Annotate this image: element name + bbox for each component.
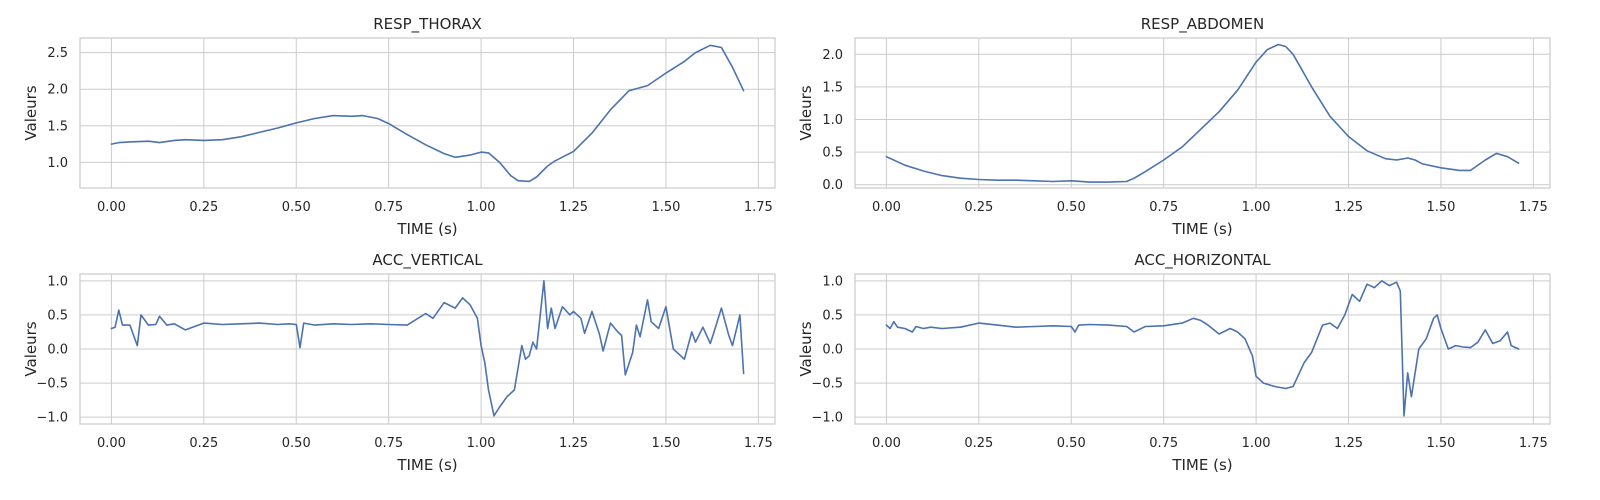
plot-frame [854,273,1551,425]
x-tick-label: 0.75 [374,200,403,215]
x-axis-label: TIME (s) [396,456,457,474]
x-tick-label: 1.25 [1334,200,1363,215]
panel-title: ACC_VERTICAL [372,251,483,270]
x-tick-label: 1.50 [651,200,680,215]
series-line [110,44,745,183]
x-tick-label: 1.50 [651,436,680,451]
x-tick-label: 1.75 [1519,436,1548,451]
x-tick-label: 0.50 [282,200,311,215]
y-tick-label: −1.0 [811,411,843,426]
y-tick-label: 1.5 [47,119,68,134]
y-tick-label: 0.5 [822,308,843,323]
y-tick-label: 2.0 [822,48,843,63]
x-tick-label: 0.25 [189,200,218,215]
y-tick-label: −0.5 [811,377,843,392]
x-tick-label: 1.75 [744,200,773,215]
y-tick-label: −1.0 [36,411,68,426]
y-axis-label: Valeurs [797,85,815,140]
plot-frame [854,37,1551,189]
tick-labels: 0.00 0.25 0.50 0.75 1.00 1.25 1.50 1.75 1.0 1.5 2.… [47,46,773,215]
panel-acc-vertical: ACC_VERTICAL TIME (s) Valeurs 0.00 0.25 0.… [22,251,776,474]
y-tick-label: 0.0 [822,178,843,193]
x-axis-label: TIME (s) [1171,220,1232,238]
panel-title: RESP_ABDOMEN [1141,15,1265,34]
panel-title: ACC_HORIZONTAL [1134,251,1271,270]
x-tick-label: 1.25 [559,436,588,451]
x-tick-label: 0.00 [872,200,901,215]
x-tick-label: 1.50 [1426,200,1455,215]
tick-labels: 0.00 0.25 0.50 0.75 1.00 1.25 1.50 1.75 −1.0 −0.5… [36,274,772,451]
series-line [885,43,1520,183]
plot-frame [79,37,776,189]
panel-acc-horizontal: ACC_HORIZONTAL TIME (s) Valeurs 0.00 0.25… [797,251,1551,474]
x-tick-label: 0.50 [1057,200,1086,215]
x-tick-label: 0.75 [374,436,403,451]
y-tick-label: 0.5 [822,146,843,161]
y-tick-label: −0.5 [36,377,68,392]
x-tick-label: 1.25 [1334,436,1363,451]
y-tick-label: 1.5 [822,80,843,95]
x-tick-label: 1.00 [1242,200,1271,215]
x-tick-label: 1.75 [744,436,773,451]
x-tick-label: 0.00 [97,200,126,215]
y-tick-label: 1.0 [47,274,68,289]
x-tick-label: 0.75 [1149,436,1178,451]
plot-frame [79,273,776,425]
y-tick-label: 1.0 [47,156,68,171]
x-tick-label: 0.00 [872,436,901,451]
x-tick-label: 0.00 [97,436,126,451]
y-tick-label: 2.5 [47,46,68,61]
y-tick-label: 2.0 [47,83,68,98]
series-line [110,280,745,417]
x-tick-label: 0.75 [1149,200,1178,215]
tick-labels: 0.00 0.25 0.50 0.75 1.00 1.25 1.50 1.75 −1.0 −0.5… [811,274,1547,451]
series-line [885,280,1520,417]
y-axis-label: Valeurs [22,85,40,140]
x-tick-label: 0.50 [282,436,311,451]
y-axis-label: Valeurs [797,321,815,376]
grid [855,274,1550,424]
x-tick-label: 1.00 [467,200,496,215]
x-axis-label: TIME (s) [1171,456,1232,474]
grid [80,274,775,424]
x-tick-label: 1.00 [467,436,496,451]
panel-resp-thorax: RESP_THORAX TIME (s) Valeurs 0.00 0.25 0.5… [22,15,776,238]
x-tick-label: 1.75 [1519,200,1548,215]
x-tick-label: 1.25 [559,200,588,215]
x-axis-label: TIME (s) [396,220,457,238]
x-tick-label: 1.00 [1242,436,1271,451]
y-tick-label: 0.0 [47,343,68,358]
grid [80,38,775,188]
y-tick-label: 0.0 [822,343,843,358]
x-tick-label: 0.50 [1057,436,1086,451]
x-tick-label: 0.25 [189,436,218,451]
x-tick-label: 0.25 [964,436,993,451]
tick-labels: 0.00 0.25 0.50 0.75 1.00 1.25 1.50 1.75 0.0 0.5 1.… [822,48,1548,215]
y-tick-label: 1.0 [822,113,843,128]
panel-resp-abdomen: RESP_ABDOMEN TIME (s) Valeurs 0.00 0.25 0.… [797,15,1551,238]
grid [855,38,1550,188]
y-tick-label: 0.5 [47,308,68,323]
panel-title: RESP_THORAX [373,15,482,34]
x-tick-label: 0.25 [964,200,993,215]
y-tick-label: 1.0 [822,274,843,289]
x-tick-label: 1.50 [1426,436,1455,451]
y-axis-label: Valeurs [22,321,40,376]
